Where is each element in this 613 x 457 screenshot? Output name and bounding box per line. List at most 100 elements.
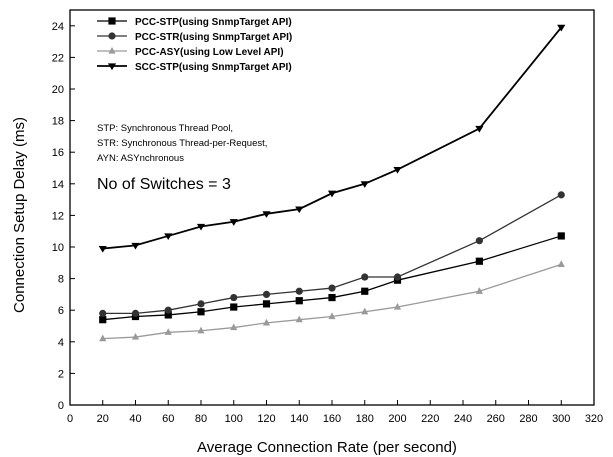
legend-marker [108,46,116,54]
y-tick-label: 0 [58,400,64,412]
data-point [197,326,205,334]
legend: PCC-STP(using SnmpTarget API) PCC-STR(usi… [97,17,292,73]
legend-entry-2: PCC-STR(using SnmpTarget API) [97,32,292,43]
x-tick-label: 0 [67,413,73,425]
y-tick-label: 6 [58,305,64,317]
data-point [99,334,107,342]
data-point [230,293,238,302]
legend-label: PCC-STR(using SnmpTarget API) [135,32,292,43]
axes: 0 20 40 60 80 100 120 140 160 180 200 220 240 260 280 3… [52,21,603,425]
y-tick-label: 4 [58,337,64,349]
data-point [393,302,402,310]
y-axis-title: Connection Setup Delay (ms) [11,117,28,313]
y-tick-label: 18 [52,116,64,128]
x-tick-label: 80 [195,413,207,425]
series-line [102,263,562,340]
data-point [475,237,483,245]
data-point [361,307,369,315]
data-point [361,273,369,281]
data-point [131,309,140,317]
data-point [475,125,484,133]
series-3 [99,260,565,342]
data-point [197,308,205,316]
series-4 [98,24,566,253]
series-line [102,194,562,315]
legend-entry-3: PCC-ASY(using Low Level API) [97,46,284,58]
data-point [230,323,238,331]
series-layer [98,24,566,342]
y-tick-label: 8 [58,274,64,286]
x-tick-label: 220 [421,413,439,425]
data-point [262,318,271,326]
data-point [197,300,205,308]
data-point [557,260,565,267]
y-tick-label: 24 [52,21,64,33]
data-point [328,312,336,320]
legend-marker [108,17,116,25]
data-point [393,273,402,281]
data-point [196,223,206,231]
legend-marker [107,63,117,71]
data-point [295,206,304,214]
data-point [475,287,483,294]
data-point [229,219,238,226]
x-tick-label: 320 [585,413,603,425]
data-point [361,287,369,295]
data-point [328,284,336,292]
legend-label: PCC-ASY(using Low Level API) [135,47,284,58]
data-point [557,191,565,199]
y-tick-label: 20 [52,84,64,96]
data-point [262,211,271,218]
y-tick-label: 12 [52,210,64,222]
data-point [262,300,271,308]
data-point [327,190,337,198]
y-tick-label: 16 [52,147,64,159]
x-tick-label: 160 [323,413,341,425]
x-tick-label: 20 [97,413,109,425]
x-tick-label: 260 [487,413,505,425]
note-line-3: AYN: ASYnchronous [97,153,184,164]
data-point [131,242,140,250]
data-point [131,332,140,340]
x-tick-label: 280 [519,413,537,425]
legend-entry-1: PCC-STP(using SnmpTarget API) [97,17,292,28]
data-point [230,303,238,311]
data-point [295,297,303,305]
note-line-1: STP: Synchronous Thread Pool, [97,123,233,134]
legend-entry-4: SCC-STP(using SnmpTarget API) [97,62,292,73]
series-2 [99,191,565,317]
data-point [295,315,303,323]
legend-label: PCC-STP(using SnmpTarget API) [135,17,292,28]
data-point [557,24,566,32]
series-line [102,26,562,250]
data-point [99,309,107,317]
y-tick-label: 2 [58,368,64,380]
switches-annotation: No of Switches = 3 [97,176,231,193]
x-tick-label: 140 [290,413,308,425]
data-point [164,328,172,335]
x-tick-label: 240 [454,413,472,425]
y-tick-label: 14 [52,179,64,191]
data-point [99,316,107,324]
legend-marker [108,32,116,40]
x-tick-label: 180 [356,413,374,425]
note-line-2: STR: Synchronous Thread-per-Request, [97,138,267,149]
x-tick-label: 60 [162,413,174,425]
data-point [164,306,172,314]
data-point [393,166,402,174]
data-point [475,257,483,265]
data-point [557,232,565,240]
data-point [98,245,107,253]
x-tick-label: 40 [129,413,141,425]
legend-label: SCC-STP(using SnmpTarget API) [135,62,292,73]
data-point [295,287,303,295]
y-tick-label: 10 [52,242,64,254]
series-line [102,235,562,321]
x-tick-label: 300 [552,413,570,425]
data-point [328,293,336,302]
x-tick-label: 200 [388,413,406,425]
data-point [262,290,271,298]
data-point [164,311,172,319]
data-point [360,181,369,188]
